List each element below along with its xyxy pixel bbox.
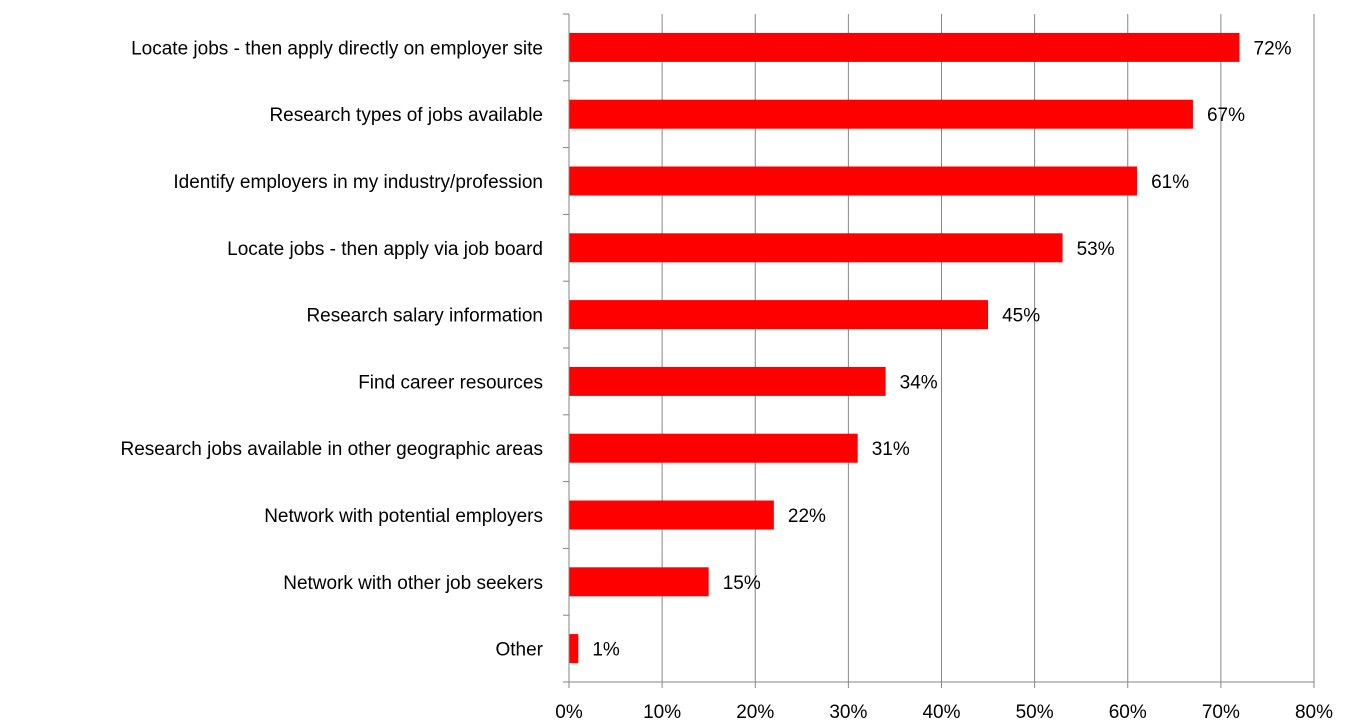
x-tick-label: 40% (922, 702, 960, 723)
bar (569, 500, 774, 530)
category-label: Research salary information (306, 306, 543, 327)
category-label: Find career resources (358, 372, 543, 393)
x-tick-label: 20% (736, 702, 774, 723)
bar (569, 99, 1193, 129)
bar (569, 567, 709, 597)
bar (569, 634, 579, 664)
x-tick-label: 0% (555, 702, 583, 723)
bar (569, 32, 1240, 62)
data-label: 22% (788, 506, 826, 527)
axes (563, 13, 1315, 688)
bars (569, 32, 1240, 664)
bar (569, 166, 1138, 196)
category-label: Research jobs available in other geograp… (121, 439, 543, 460)
category-label: Network with other job seekers (283, 573, 543, 594)
x-tick-label: 80% (1295, 702, 1333, 723)
x-tick-label: 50% (1016, 702, 1054, 723)
category-label: Network with potential employers (264, 506, 543, 527)
data-label: 34% (900, 372, 938, 393)
x-tick-label: 10% (643, 702, 681, 723)
x-tick-label: 70% (1202, 702, 1240, 723)
data-label: 67% (1207, 105, 1245, 126)
bar (569, 366, 886, 396)
data-label: 1% (592, 640, 620, 661)
x-tick-label: 60% (1109, 702, 1147, 723)
bar (569, 300, 989, 330)
data-label: 72% (1254, 38, 1292, 59)
bar (569, 433, 858, 463)
data-label: 31% (872, 439, 910, 460)
data-label: 45% (1002, 306, 1040, 327)
category-label: Locate jobs - then apply directly on emp… (131, 38, 543, 59)
data-label: 15% (723, 573, 761, 594)
data-label: 53% (1077, 239, 1115, 260)
category-label: Research types of jobs available (269, 105, 543, 126)
x-tick-label: 30% (829, 702, 867, 723)
category-label: Identify employers in my industry/profes… (173, 172, 543, 193)
data-label: 61% (1151, 172, 1189, 193)
category-label: Locate jobs - then apply via job board (227, 239, 543, 260)
labels: 0% 10% 20% 30% 40% 50% 60% 70% 80% Locate jobs - … (121, 38, 1334, 723)
bar (569, 233, 1063, 263)
category-label: Other (495, 640, 543, 661)
